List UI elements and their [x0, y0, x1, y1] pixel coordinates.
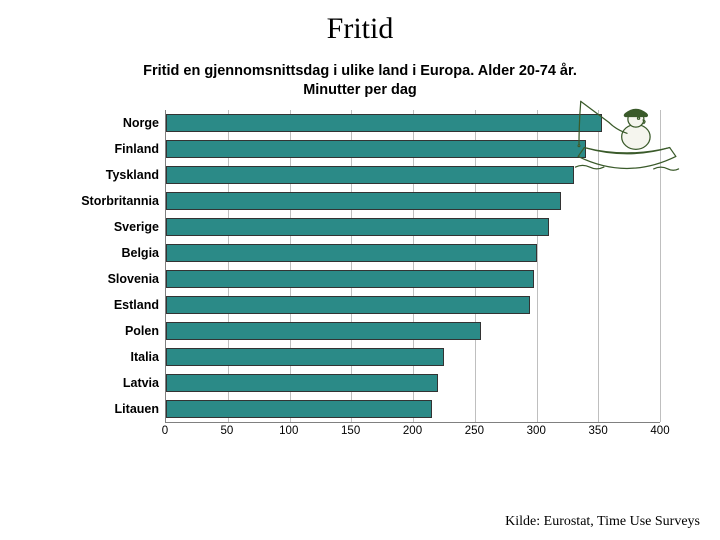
bar	[166, 140, 586, 158]
chart-title-line1: Fritid en gjennomsnittsdag i ulike land …	[143, 63, 577, 79]
x-axis: 050100150200250300350400	[165, 423, 660, 443]
chart: NorgeFinlandTysklandStorbritanniaSverige…	[60, 110, 660, 443]
bar	[166, 114, 602, 132]
bar	[166, 244, 537, 262]
y-label: Storbritannia	[60, 188, 165, 214]
bar	[166, 374, 438, 392]
x-tick: 50	[220, 425, 233, 437]
y-label: Litauen	[60, 396, 165, 422]
bar-slot	[166, 370, 660, 396]
x-tick: 400	[650, 425, 669, 437]
bar-slot	[166, 266, 660, 292]
y-label: Sverige	[60, 214, 165, 240]
source-footer: Kilde: Eurostat, Time Use Surveys	[505, 514, 700, 530]
chart-title: Fritid en gjennomsnittsdag i ulike land …	[0, 62, 720, 100]
x-tick: 350	[589, 425, 608, 437]
bar	[166, 218, 549, 236]
bar-slot	[166, 318, 660, 344]
y-label: Estland	[60, 292, 165, 318]
x-tick: 150	[341, 425, 360, 437]
y-label: Italia	[60, 344, 165, 370]
bar	[166, 296, 530, 314]
bar	[166, 270, 534, 288]
y-label: Slovenia	[60, 266, 165, 292]
bar-slot	[166, 214, 660, 240]
bar-slot	[166, 396, 660, 422]
x-tick: 0	[162, 425, 168, 437]
y-label: Polen	[60, 318, 165, 344]
y-label: Latvia	[60, 370, 165, 396]
bar-slot	[166, 344, 660, 370]
bar-slot	[166, 240, 660, 266]
x-tick: 300	[527, 425, 546, 437]
bar	[166, 400, 432, 418]
y-label: Belgia	[60, 240, 165, 266]
bar	[166, 348, 444, 366]
chart-title-line2: Minutter per dag	[303, 82, 417, 98]
page-title: Fritid	[0, 0, 720, 54]
bar-slot	[166, 188, 660, 214]
fisherman-illustration	[572, 96, 682, 176]
y-label: Tyskland	[60, 162, 165, 188]
y-label: Finland	[60, 136, 165, 162]
x-tick: 100	[279, 425, 298, 437]
y-axis-labels: NorgeFinlandTysklandStorbritanniaSverige…	[60, 110, 165, 423]
x-tick: 200	[403, 425, 422, 437]
bar	[166, 192, 561, 210]
x-tick: 250	[465, 425, 484, 437]
y-label: Norge	[60, 110, 165, 136]
bar-slot	[166, 292, 660, 318]
bar	[166, 322, 481, 340]
bar	[166, 166, 574, 184]
